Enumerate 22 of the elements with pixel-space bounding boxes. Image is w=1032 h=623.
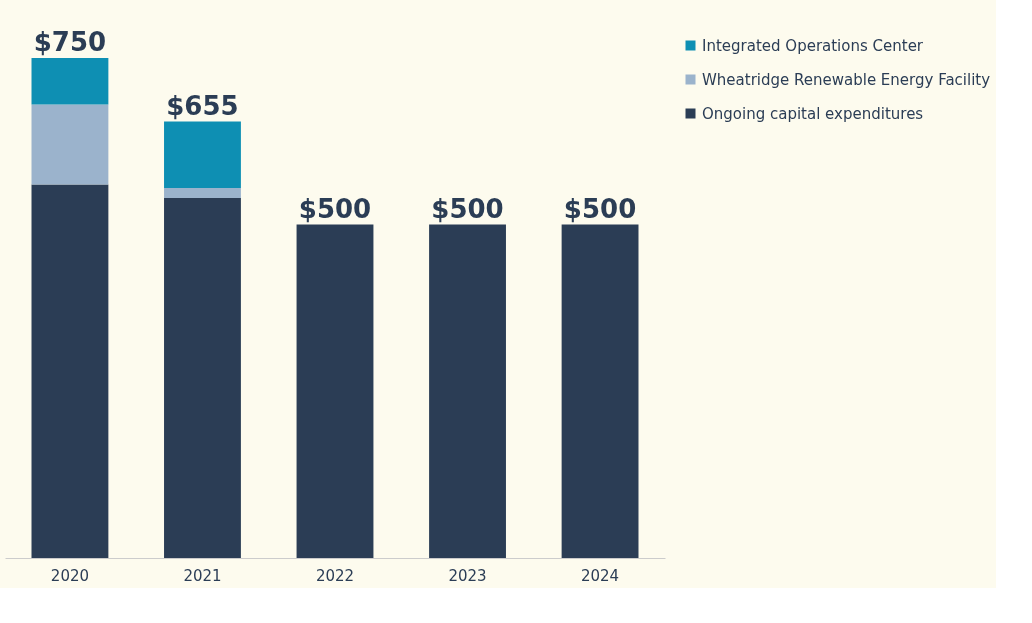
bar bbox=[164, 198, 241, 558]
bar bbox=[429, 224, 506, 558]
x-tick-label: 2024 bbox=[580, 566, 620, 585]
x-tick-label: 2020 bbox=[50, 566, 90, 585]
bar bbox=[31, 58, 109, 105]
annotation: $500 bbox=[431, 193, 504, 224]
legend-label: Ongoing capital expenditures bbox=[702, 104, 924, 123]
bar bbox=[31, 184, 109, 558]
x-tick-label: 2021 bbox=[183, 566, 222, 585]
bar bbox=[561, 224, 639, 558]
x-tick-label: 2023 bbox=[448, 566, 487, 585]
bar bbox=[164, 121, 241, 188]
bar bbox=[31, 104, 109, 185]
bar bbox=[164, 188, 241, 198]
legend-label: Integrated Operations Center bbox=[702, 36, 924, 55]
annotation: $500 bbox=[563, 193, 637, 224]
x-tick-label: 2022 bbox=[315, 566, 355, 585]
legend-label: Wheatridge Renewable Energy Facility bbox=[702, 70, 991, 89]
bar bbox=[296, 224, 374, 558]
annotation: $500 bbox=[298, 193, 372, 224]
annotation: $655 bbox=[166, 90, 239, 121]
annotation: $750 bbox=[33, 27, 107, 57]
